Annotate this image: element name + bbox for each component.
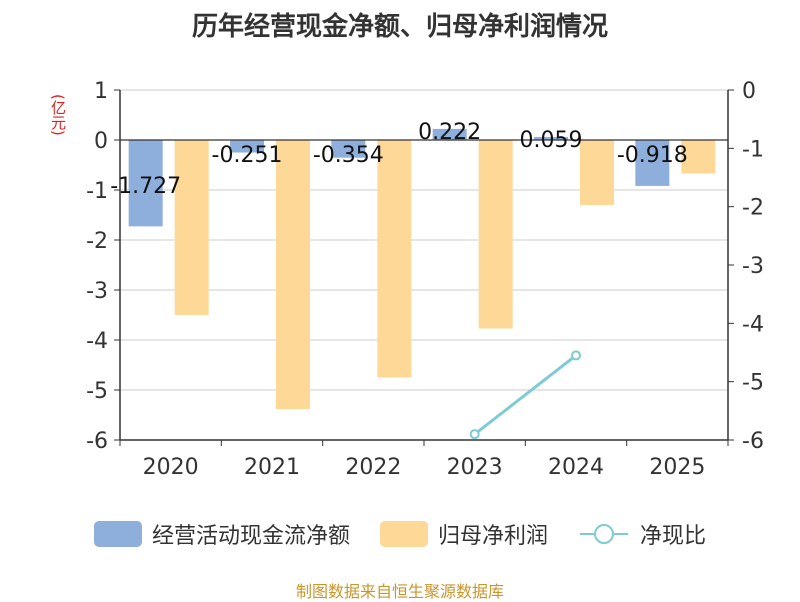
- legend-label-profit: 归母净利润: [437, 524, 548, 549]
- y-left-tick-label: 1: [94, 79, 108, 104]
- y-right-tick-label: -6: [742, 429, 764, 454]
- x-tick-label: 2024: [548, 455, 604, 480]
- cash-data-label: -0.251: [212, 143, 283, 168]
- legend-swatch-profit: [379, 521, 428, 547]
- legend-item-cash[interactable]: 经营活动现金流净额: [93, 518, 350, 550]
- profit-bar: [478, 140, 513, 329]
- x-tick-label: 2022: [345, 455, 401, 480]
- y-right-tick-label: -4: [742, 312, 764, 337]
- chart-title: 历年经营现金净额、归母净利润情况: [191, 12, 608, 42]
- y-left-tick-label: -2: [86, 229, 108, 254]
- cash-bar: [635, 140, 670, 186]
- cash-data-label: -0.918: [617, 143, 688, 168]
- y-left-tick-label: -6: [86, 429, 108, 454]
- y-left-tick-label: -3: [86, 279, 108, 304]
- ratio-point: [469, 429, 480, 440]
- legend-item-ratio[interactable]: 净现比: [578, 518, 706, 550]
- y-left-tick-label: -5: [86, 379, 108, 404]
- x-tick-label: 2023: [447, 455, 503, 480]
- ratio-point: [571, 350, 581, 361]
- y-left-tick-label: -4: [86, 329, 108, 354]
- y-left-tick-label: 0: [94, 129, 108, 154]
- x-tick-label: 2021: [244, 455, 300, 480]
- cash-bar: [128, 140, 163, 227]
- data-source: 制图数据来自恒生聚源数据库: [295, 582, 504, 601]
- cash-data-label: -0.354: [313, 143, 384, 168]
- legend-swatch-cash: [93, 521, 142, 547]
- x-tick-label: 2025: [649, 455, 705, 480]
- legend-item-profit[interactable]: 归母净利润: [379, 518, 548, 550]
- cash-data-label: 0.059: [520, 128, 583, 153]
- legend-label-ratio: 净现比: [640, 524, 707, 549]
- chart-plot: 1 0 -1 -2 -3 -4 -5 -6 0 -1 -2 -3 -4 -5 -6 2020 2021 2022 2…: [86, 79, 764, 480]
- ratio-line: [473, 354, 577, 436]
- y-right-tick-label: -5: [742, 371, 764, 396]
- y-right-tick-label: -2: [742, 196, 764, 221]
- cash-bar: [230, 140, 264, 153]
- profit-bar: [276, 140, 310, 409]
- cash-data-label: 0.222: [418, 120, 481, 145]
- profit-bar: [174, 140, 209, 315]
- y-left-tick-label: -1: [86, 179, 108, 204]
- y-right-tick-label: -1: [742, 137, 764, 162]
- cash-bar: [331, 140, 366, 158]
- legend-label-cash: 经营活动现金流净额: [151, 524, 350, 549]
- legend: 经营活动现金流净额 归母净利润 净现比: [0, 514, 800, 554]
- cash-data-label: -1.727: [110, 174, 181, 199]
- left-axis-unit: (亿元): [49, 94, 67, 136]
- legend-swatch-ratio: [580, 524, 628, 544]
- profit-bar: [681, 140, 716, 174]
- x-tick-label: 2020: [143, 455, 199, 480]
- cash-bar: [432, 128, 467, 140]
- y-right-tick-label: -3: [742, 254, 764, 279]
- profit-bar: [580, 140, 614, 205]
- cash-bar: [534, 137, 568, 140]
- y-right-tick-label: 0: [742, 79, 756, 104]
- profit-bar: [377, 140, 412, 378]
